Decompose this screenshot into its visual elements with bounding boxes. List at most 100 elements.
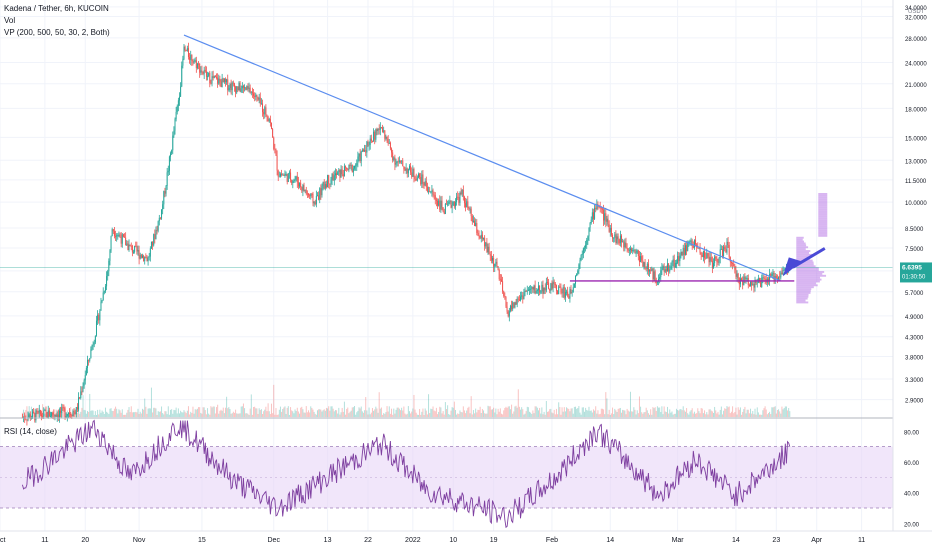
candle-body	[706, 252, 708, 259]
currency-label[interactable]: USDT	[908, 9, 925, 15]
candle-body	[249, 87, 251, 93]
time-tick-label: 11	[41, 537, 48, 544]
volume-bar	[342, 411, 344, 417]
volume-bar	[291, 410, 293, 417]
volume-bar	[430, 408, 432, 417]
volume-bar	[341, 407, 343, 417]
volume-bar	[520, 409, 522, 417]
candle-body	[275, 149, 277, 156]
volume-bar	[478, 410, 480, 417]
volume-bar	[416, 414, 418, 417]
volume-bar	[598, 414, 600, 417]
candle-body	[542, 284, 544, 294]
volume-bar	[537, 410, 539, 417]
volume-bar	[454, 409, 456, 417]
candle-body	[97, 314, 99, 321]
volume-bar	[479, 406, 481, 417]
volume-bar	[525, 411, 527, 417]
candle-body	[434, 195, 436, 200]
volume-profile-bar	[796, 255, 809, 258]
volume-bar	[159, 411, 161, 417]
volume-bar	[604, 414, 606, 417]
volume-bar	[245, 413, 247, 417]
candle-body	[157, 221, 159, 231]
volume-bar	[232, 411, 234, 417]
volume-bar	[483, 410, 485, 417]
candle-body	[522, 295, 524, 300]
legend-symbol[interactable]: Kadena / Tether, 6h, KUCOIN	[4, 4, 109, 13]
candle-body	[625, 242, 627, 248]
candle-body	[589, 223, 591, 228]
candle-body	[201, 70, 203, 72]
volume-bar	[109, 408, 111, 417]
rsi-tick-label: 80.00	[904, 430, 920, 436]
candle-body	[737, 273, 739, 279]
candle-body	[135, 245, 137, 247]
legend-rsi[interactable]: RSI (14, close)	[4, 427, 57, 436]
candle-body	[195, 60, 197, 69]
candle-body	[92, 344, 94, 347]
volume-profile-bar	[796, 252, 810, 254]
candle-body	[480, 234, 482, 239]
volume-bar	[730, 411, 732, 417]
candle-body	[595, 207, 597, 210]
candle-body	[394, 157, 396, 165]
arrow-annotation-head[interactable]	[782, 257, 802, 277]
volume-bar	[739, 407, 741, 417]
candle-body	[403, 166, 405, 170]
candle-body	[463, 196, 465, 204]
candle-body	[533, 285, 535, 290]
rsi-line[interactable]	[21, 419, 791, 529]
volume-bar	[224, 407, 226, 417]
volume-bar	[599, 413, 601, 417]
volume-bar	[124, 414, 126, 417]
volume-bar	[258, 408, 260, 417]
volume-bar	[553, 409, 555, 417]
candle-body	[692, 246, 694, 248]
volume-bar	[166, 414, 168, 417]
candle-body	[175, 111, 177, 120]
time-tick-label: 10	[449, 537, 457, 544]
candle-body	[138, 250, 140, 259]
volume-bar	[300, 407, 302, 417]
volume-bar	[78, 406, 80, 417]
candle-body	[530, 288, 532, 290]
candle-body	[609, 227, 611, 232]
candle-body	[460, 192, 462, 195]
volume-profile-bar	[796, 280, 820, 283]
last-price-badge[interactable]	[900, 262, 932, 283]
volume-bar	[489, 406, 491, 417]
legend-volume[interactable]: Vol	[4, 16, 16, 25]
volume-bar	[365, 397, 367, 417]
resistance-trendline[interactable]	[183, 34, 782, 282]
candle-body	[266, 115, 268, 117]
candle-body	[596, 204, 598, 210]
candle-body	[323, 181, 325, 189]
candle-body	[725, 249, 727, 253]
candle-body	[329, 183, 331, 185]
volume-bar	[662, 414, 664, 417]
candle-body	[336, 173, 338, 175]
volume-bar	[244, 408, 246, 417]
candle-body	[586, 240, 588, 245]
volume-bar	[201, 413, 203, 417]
volume-bar	[182, 412, 184, 417]
volume-profile-bar	[818, 194, 828, 197]
volume-bar	[481, 408, 483, 417]
volume-bar	[532, 410, 534, 417]
volume-bar	[305, 406, 307, 417]
candle-body	[710, 257, 712, 261]
volume-bar	[30, 406, 32, 417]
volume-bar	[618, 408, 620, 417]
volume-bar	[331, 406, 333, 417]
volume-bar	[693, 411, 695, 417]
volume-bar	[134, 412, 136, 417]
volume-bar	[392, 414, 394, 417]
legend-volume-profile[interactable]: VP (200, 500, 50, 30, 2, Both)	[4, 28, 110, 37]
candle-body	[333, 175, 335, 181]
volume-bar	[788, 408, 790, 417]
candle-body	[532, 287, 534, 290]
volume-bar	[282, 408, 284, 417]
volume-bar	[696, 413, 698, 417]
